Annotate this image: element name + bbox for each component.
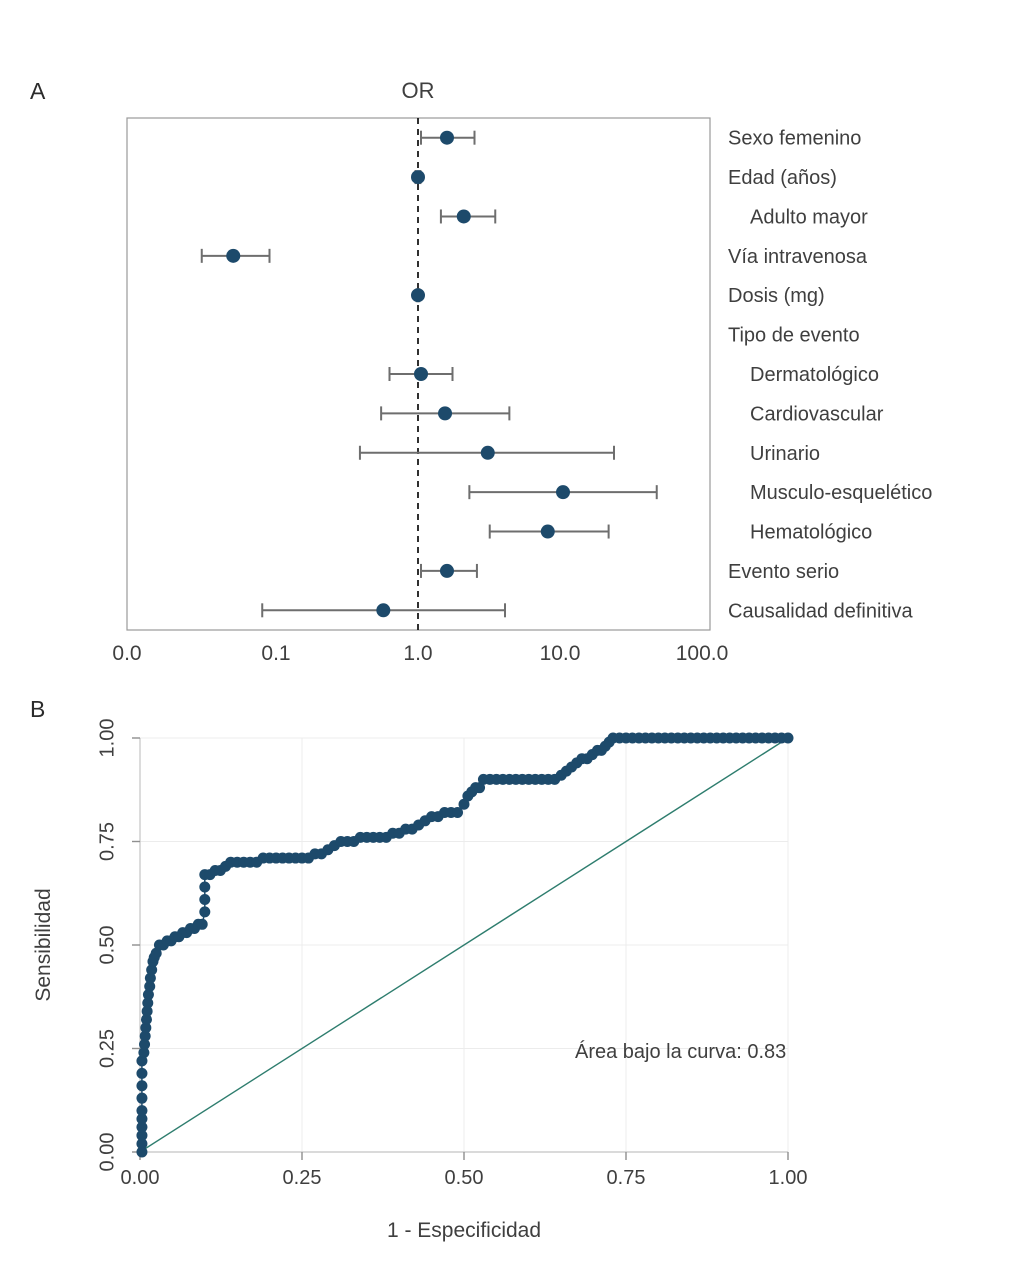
or-point (456, 209, 471, 224)
roc-point (140, 1014, 152, 1026)
or-point (480, 445, 495, 460)
forest-row-label: Urinario (750, 443, 820, 465)
roc-point (136, 1113, 148, 1125)
roc-point (144, 980, 156, 992)
x-tick-label: 1.00 (769, 1167, 808, 1189)
x-axis-label: 1 - Especificidad (387, 1219, 541, 1242)
or-point (439, 130, 454, 145)
forest-row-label: Evento serio (728, 561, 839, 583)
or-point (226, 248, 241, 263)
roc-point (199, 906, 211, 918)
roc-point (196, 918, 208, 930)
roc-point (136, 1067, 148, 1079)
roc-point (136, 1129, 148, 1141)
x-tick-label: 1.0 (403, 642, 432, 665)
forest-row-label: Adulto mayor (750, 206, 868, 228)
roc-point (141, 1005, 153, 1017)
roc-point (142, 997, 154, 1009)
roc-point (140, 1022, 152, 1034)
roc-point (144, 972, 156, 984)
x-tick-label: 0.50 (445, 1167, 484, 1189)
forest-row-label: Sexo femenino (728, 128, 861, 150)
or-point (556, 485, 571, 500)
roc-point (142, 989, 154, 1001)
roc-point (136, 1138, 148, 1150)
or-point (439, 563, 454, 578)
forest-row-label: Edad (años) (728, 167, 837, 189)
roc-chart: 0.000.00 0.25 0.25 0.50 0.50 0.75 0.75 1.00 1.00… (32, 719, 808, 1242)
y-tick-label: 0.00 (96, 1133, 118, 1172)
roc-point (136, 1055, 148, 1067)
roc-point (458, 798, 470, 810)
roc-point (138, 1047, 150, 1059)
forest-row-label: Dosis (mg) (728, 285, 825, 307)
or-point (376, 603, 391, 618)
forest-row-label: Musculo-esquelético (750, 482, 932, 504)
roc-point (150, 947, 162, 959)
forest-row-label: Vía intravenosa (728, 246, 868, 268)
roc-point (782, 732, 794, 744)
or-point (411, 170, 425, 185)
x-tick-label: 0.0 (112, 642, 141, 665)
y-axis-label: Sensibilidad (32, 888, 55, 1001)
x-tick-label: 100.0 (676, 642, 729, 665)
roc-point (139, 1030, 151, 1042)
roc-point (139, 1038, 151, 1050)
y-tick-label: 0.75 (96, 822, 118, 861)
roc-point (136, 1105, 148, 1117)
forest-title: OR (402, 78, 435, 103)
roc-point (452, 807, 464, 819)
x-tick-label: 0.00 (121, 1167, 160, 1189)
roc-point (136, 1121, 148, 1133)
x-tick-label: 10.0 (540, 642, 581, 665)
forest-plot: OR Sexo femenino Edad (años) Adulto mayor Ví… (112, 78, 932, 665)
roc-point (146, 964, 158, 976)
x-tick-label: 0.75 (607, 1167, 646, 1189)
y-tick-label: 1.00 (96, 719, 118, 758)
forest-row-label: Cardiovascular (750, 403, 884, 425)
forest-row-label: Tipo de evento (728, 325, 860, 347)
panel-a-label: A (30, 78, 46, 104)
roc-point (199, 881, 211, 893)
y-tick-label: 0.50 (96, 926, 118, 965)
roc-point (199, 893, 211, 905)
or-point (414, 367, 429, 381)
panel-b-label: B (30, 696, 46, 722)
x-tick-label: 0.25 (283, 1167, 322, 1189)
forest-row-label: Dermatológico (750, 364, 879, 386)
forest-row-label: Causalidad definitiva (728, 600, 913, 622)
or-point (411, 288, 425, 303)
diagonal-reference-line (139, 737, 789, 1153)
forest-row-label: Hematológico (750, 522, 872, 544)
roc-point (136, 1092, 148, 1104)
auc-annotation: Área bajo la curva: 0.83 (575, 1040, 786, 1063)
or-point (540, 524, 555, 539)
x-tick-label: 0.1 (261, 642, 290, 665)
roc-point (474, 782, 486, 794)
or-point (438, 406, 453, 421)
roc-point (136, 1146, 148, 1158)
roc-point (136, 1080, 148, 1092)
y-tick-label: 0.25 (96, 1029, 118, 1068)
